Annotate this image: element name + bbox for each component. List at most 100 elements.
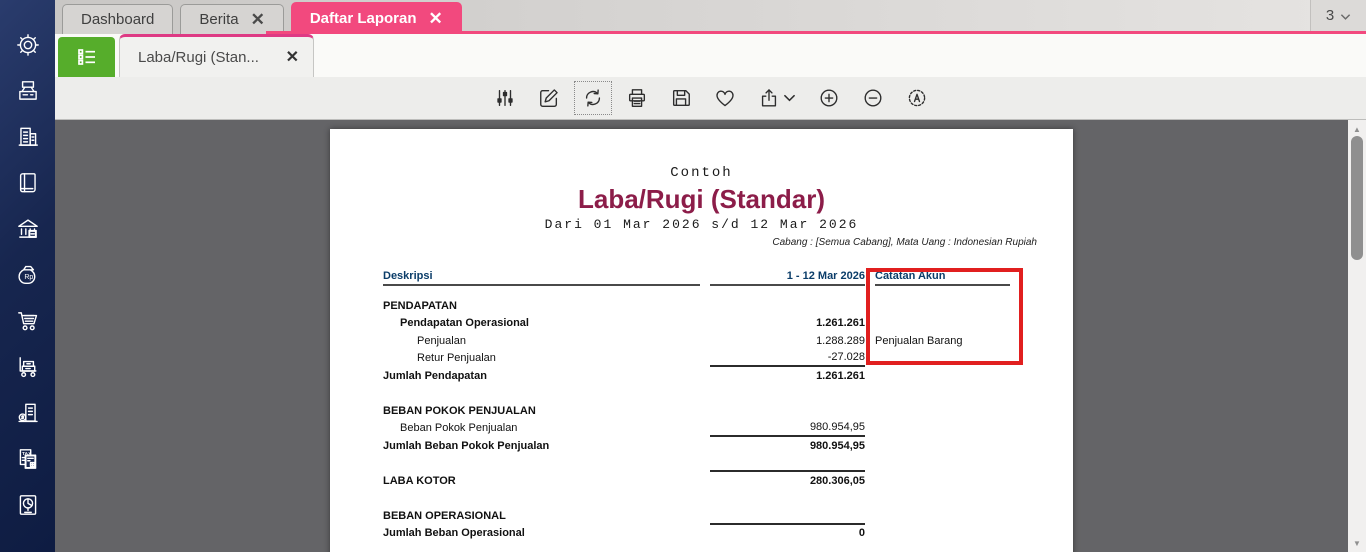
close-icon[interactable]: ✕ bbox=[285, 49, 299, 66]
table-spacer-row bbox=[383, 385, 1033, 403]
row-amount: 1.261.261 bbox=[816, 369, 865, 382]
report-chart-icon bbox=[15, 492, 41, 518]
sidebar-item-inventory[interactable] bbox=[5, 344, 51, 390]
table-spacer-row bbox=[383, 455, 1033, 472]
table-row: Penjualan 1.288.289 Penjualan Barang bbox=[383, 332, 1033, 350]
asset-building-icon bbox=[15, 400, 41, 426]
scroll-up-arrow-icon[interactable]: ▲ bbox=[1353, 124, 1361, 134]
list-icon bbox=[77, 49, 95, 65]
report-page: Contoh Laba/Rugi (Standar) Dari 01 Mar 2… bbox=[330, 129, 1073, 552]
row-label: Jumlah Beban Pokok Penjualan bbox=[383, 439, 550, 452]
close-icon[interactable]: ✕ bbox=[428, 9, 443, 28]
window-count-dropdown[interactable]: 3 bbox=[1310, 0, 1366, 31]
scrollbar-thumb[interactable] bbox=[1351, 136, 1363, 260]
row-label: Pendapatan Operasional bbox=[400, 317, 529, 330]
export-icon bbox=[758, 87, 780, 109]
table-row: BEBAN POKOK PENJUALAN bbox=[383, 402, 1033, 420]
row-label: PENDAPATAN bbox=[383, 299, 457, 312]
report-tab-laba-rugi[interactable]: Laba/Rugi (Stan... ✕ bbox=[119, 34, 314, 77]
row-label: Jumlah Pendapatan bbox=[383, 369, 487, 382]
heart-icon bbox=[714, 87, 736, 109]
active-tab-underline bbox=[266, 31, 1366, 34]
table-row: PENDAPATAN bbox=[383, 297, 1033, 315]
close-icon[interactable]: ✕ bbox=[250, 10, 265, 29]
svg-text:Rp: Rp bbox=[24, 274, 33, 281]
report-title: Laba/Rugi (Standar) bbox=[577, 184, 825, 214]
sidebar-item-cashier[interactable] bbox=[5, 68, 51, 114]
row-amount bbox=[710, 455, 865, 472]
tab-dashboard[interactable]: Dashboard bbox=[62, 4, 174, 34]
edit-button[interactable] bbox=[530, 81, 568, 115]
row-label: Beban Pokok Penjualan bbox=[400, 422, 518, 435]
column-header-description: Deskripsi bbox=[383, 270, 700, 286]
column-header-note: Catatan Akun bbox=[875, 270, 1010, 286]
zoom-out-button[interactable] bbox=[854, 81, 892, 115]
sidebar-item-reports[interactable] bbox=[5, 482, 51, 528]
tab-daftar-laporan[interactable]: Daftar Laporan ✕ bbox=[290, 2, 462, 34]
row-amount bbox=[710, 402, 865, 420]
report-list-button[interactable] bbox=[58, 37, 115, 77]
sidebar-item-fixed-assets[interactable] bbox=[5, 390, 51, 436]
row-label: BEBAN POKOK PENJUALAN bbox=[383, 404, 536, 417]
report-tab-label: Laba/Rugi (Stan... bbox=[138, 48, 259, 66]
zoom-in-button[interactable] bbox=[810, 81, 848, 115]
sidebar-item-tax[interactable]: TAX bbox=[5, 436, 51, 482]
sidebar-item-banking[interactable] bbox=[5, 206, 51, 252]
row-amount: -27.028 bbox=[710, 350, 865, 367]
edit-icon bbox=[538, 87, 560, 109]
report-table: Deskripsi 1 - 12 Mar 2026 Catatan Akun P… bbox=[383, 270, 1033, 542]
vertical-scrollbar[interactable]: ▲ ▼ bbox=[1348, 120, 1366, 552]
report-subtitle: Cabang : [Semua Cabang], Mata Uang : Ind… bbox=[772, 237, 1037, 248]
save-button[interactable] bbox=[662, 81, 700, 115]
svg-text:TAX: TAX bbox=[21, 451, 31, 457]
report-tab-bar: Laba/Rugi (Stan... ✕ bbox=[55, 34, 1366, 77]
zoom-in-icon bbox=[818, 87, 840, 109]
print-button[interactable] bbox=[618, 81, 656, 115]
book-icon bbox=[15, 170, 41, 196]
cash-register-icon bbox=[15, 78, 41, 104]
hand-truck-icon bbox=[15, 354, 41, 380]
tab-label: Berita bbox=[199, 11, 239, 28]
row-note: Penjualan Barang bbox=[875, 334, 963, 347]
row-amount: 0 bbox=[858, 527, 865, 540]
column-header-amount: 1 - 12 Mar 2026 bbox=[710, 270, 865, 286]
top-tab-bar: Dashboard Berita ✕ Daftar Laporan ✕ 3 bbox=[55, 0, 1366, 34]
table-body: PENDAPATAN Pendapatan Operasional 1.261.26… bbox=[383, 297, 1033, 542]
row-amount: 1.288.289 bbox=[816, 334, 865, 347]
sidebar: Rp TAX bbox=[0, 0, 55, 552]
favorite-button[interactable] bbox=[706, 81, 744, 115]
table-row: Jumlah Beban Operasional 0 bbox=[383, 525, 1033, 543]
money-bag-rp-icon: Rp bbox=[15, 262, 41, 288]
row-amount: 280.306,05 bbox=[809, 474, 865, 487]
row-label: Retur Penjualan bbox=[417, 352, 496, 365]
row-amount: 980.954,95 bbox=[809, 439, 865, 452]
table-row: Jumlah Beban Pokok Penjualan 980.954,95 bbox=[383, 437, 1033, 455]
table-spacer-row bbox=[383, 490, 1033, 508]
chevron-down-icon[interactable] bbox=[783, 93, 796, 103]
sidebar-item-settings[interactable] bbox=[5, 22, 51, 68]
scroll-down-arrow-icon[interactable]: ▼ bbox=[1353, 538, 1361, 548]
sidebar-item-sales[interactable] bbox=[5, 298, 51, 344]
tab-berita[interactable]: Berita ✕ bbox=[180, 4, 284, 34]
sidebar-item-finance[interactable]: Rp bbox=[5, 252, 51, 298]
table-row: Pendapatan Operasional 1.261.261 bbox=[383, 315, 1033, 333]
auto-fit-button[interactable] bbox=[898, 81, 936, 115]
export-button[interactable] bbox=[750, 81, 804, 115]
tab-label: Daftar Laporan bbox=[309, 10, 417, 27]
refresh-icon bbox=[582, 87, 604, 109]
refresh-button[interactable] bbox=[573, 81, 612, 115]
auto-fit-icon bbox=[906, 87, 928, 109]
report-watermark: Contoh bbox=[670, 165, 733, 181]
filter-button[interactable] bbox=[486, 81, 524, 115]
table-row: BEBAN OPERASIONAL bbox=[383, 507, 1033, 525]
tax-document-icon: TAX bbox=[15, 446, 41, 472]
bank-icon bbox=[15, 216, 41, 242]
row-label: Penjualan bbox=[417, 334, 466, 347]
row-amount bbox=[710, 507, 865, 525]
sidebar-item-company[interactable] bbox=[5, 114, 51, 160]
row-label: Jumlah Beban Operasional bbox=[383, 527, 525, 540]
chevron-down-icon bbox=[1341, 13, 1351, 20]
sidebar-item-ledger[interactable] bbox=[5, 160, 51, 206]
row-label: LABA KOTOR bbox=[383, 474, 456, 487]
